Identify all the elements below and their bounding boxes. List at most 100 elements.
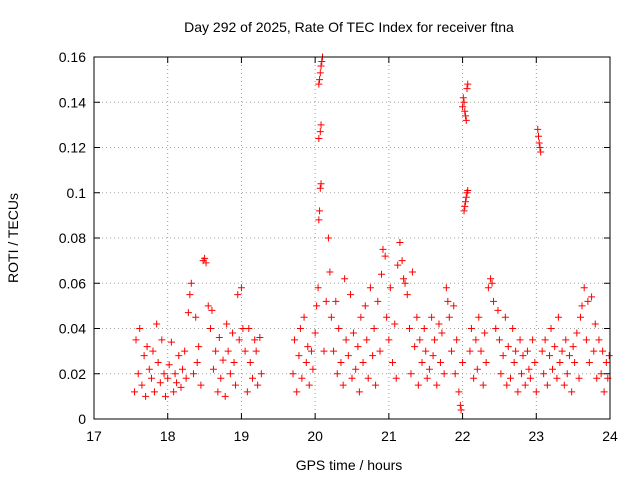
x-tick-label: 22 [455, 428, 471, 444]
data-point [467, 325, 475, 332]
data-point [466, 347, 474, 355]
data-point [408, 268, 416, 276]
data-point [315, 134, 323, 142]
data-point [413, 313, 421, 321]
data-point [246, 358, 254, 366]
data-point [302, 358, 310, 366]
data-point [245, 325, 253, 332]
data-point [354, 343, 362, 351]
data-point [585, 358, 593, 366]
data-point [459, 358, 467, 366]
data-point [223, 320, 231, 328]
data-point [584, 297, 592, 305]
data-point [372, 381, 380, 389]
data-point [497, 370, 505, 378]
data-point [540, 370, 548, 378]
data-point [590, 347, 598, 355]
data-point [499, 352, 507, 360]
data-point [510, 358, 518, 366]
data-point [219, 356, 227, 364]
data-point [177, 383, 185, 391]
data-point [132, 336, 140, 344]
data-point [221, 392, 229, 400]
data-point [379, 245, 387, 253]
data-point [602, 358, 610, 366]
data-point [578, 302, 586, 310]
data-point [289, 370, 297, 378]
data-point [309, 365, 317, 373]
data-point [241, 347, 249, 355]
data-point [472, 336, 480, 344]
data-point [239, 325, 247, 332]
data-point [394, 261, 402, 269]
data-point [311, 329, 319, 337]
data-point [423, 374, 431, 382]
data-point [554, 313, 562, 321]
data-point [206, 325, 214, 332]
data-point [553, 374, 561, 382]
data-point [361, 302, 369, 310]
data-point [599, 347, 607, 355]
data-point [330, 347, 338, 355]
data-point [525, 365, 533, 373]
data-point [322, 297, 330, 305]
data-point [208, 306, 216, 314]
data-point [462, 112, 470, 120]
data-point [568, 388, 576, 396]
data-point [582, 336, 590, 344]
data-point [481, 329, 489, 337]
data-point [229, 329, 237, 337]
y-tick-label: 0.04 [59, 321, 86, 337]
data-point [487, 275, 495, 283]
data-point [357, 313, 365, 321]
data-point [143, 343, 151, 351]
data-point [460, 98, 468, 106]
data-point [318, 58, 326, 66]
x-tick-label: 17 [86, 428, 102, 444]
data-point [187, 279, 195, 287]
data-point [257, 370, 265, 378]
data-point [482, 358, 490, 366]
data-point [243, 388, 251, 396]
data-point [165, 361, 173, 369]
data-point [526, 374, 534, 382]
data-point [178, 365, 186, 373]
data-point [405, 325, 413, 332]
data-point [291, 336, 299, 344]
data-point [473, 365, 481, 373]
y-tick-label: 0.08 [59, 230, 86, 246]
data-point [459, 103, 467, 111]
data-point [460, 207, 468, 215]
data-point [605, 352, 613, 360]
data-point [230, 358, 238, 366]
data-point [193, 358, 201, 366]
data-point [475, 313, 483, 321]
data-point [547, 325, 555, 332]
data-point [462, 198, 470, 206]
data-point [425, 365, 433, 373]
data-point [209, 365, 217, 373]
data-point [195, 343, 203, 351]
data-point [462, 193, 470, 201]
grid-lines [94, 57, 610, 419]
data-point [326, 268, 334, 276]
data-point [457, 406, 465, 414]
data-point [316, 184, 324, 192]
data-point [305, 381, 313, 389]
data-point [595, 336, 603, 344]
data-point [565, 352, 573, 360]
data-point [407, 370, 415, 378]
x-tick-label: 21 [381, 428, 397, 444]
data-point [537, 148, 545, 156]
data-point [162, 392, 170, 400]
data-point [391, 320, 399, 328]
data-point [154, 358, 162, 366]
data-point [359, 358, 367, 366]
data-point [314, 284, 322, 292]
data-points [131, 53, 613, 414]
data-point [573, 329, 581, 337]
data-point [398, 257, 406, 265]
data-point [591, 320, 599, 328]
data-point [464, 186, 472, 194]
